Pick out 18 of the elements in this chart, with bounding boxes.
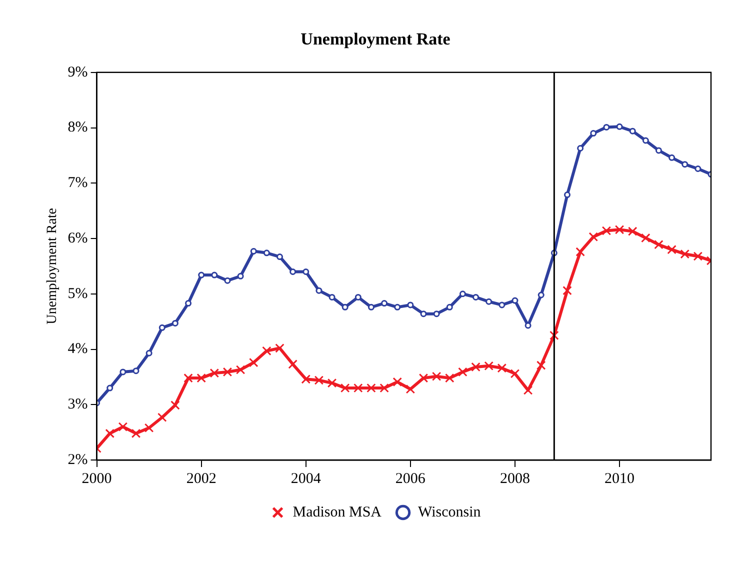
x-tick-label: 2004	[290, 470, 322, 487]
y-tick-label: 4%	[68, 341, 88, 358]
legend-label: Madison MSA	[292, 504, 382, 520]
y-tick-label: 5%	[68, 286, 88, 302]
y-tick-label: 2%	[68, 452, 88, 468]
y-tick-label: 9%	[68, 64, 88, 80]
y-tick-label: 6%	[68, 230, 88, 246]
y-tick-label: 7%	[68, 175, 88, 192]
y-tick-label: 8%	[68, 120, 88, 136]
y-tick-label: 3%	[68, 396, 88, 413]
chart-title: Unemployment Rate	[300, 30, 451, 49]
y-axis-title: Unemployment Rate	[45, 208, 60, 324]
x-tick-label: 2008	[500, 470, 530, 487]
x-tick-label: 2010	[604, 470, 635, 487]
x-tick-label: 2000	[82, 470, 112, 487]
x-tick-label: 2006	[395, 470, 426, 487]
legend-label: Wisconsin	[418, 504, 482, 520]
x-tick-label: 2002	[186, 470, 216, 487]
